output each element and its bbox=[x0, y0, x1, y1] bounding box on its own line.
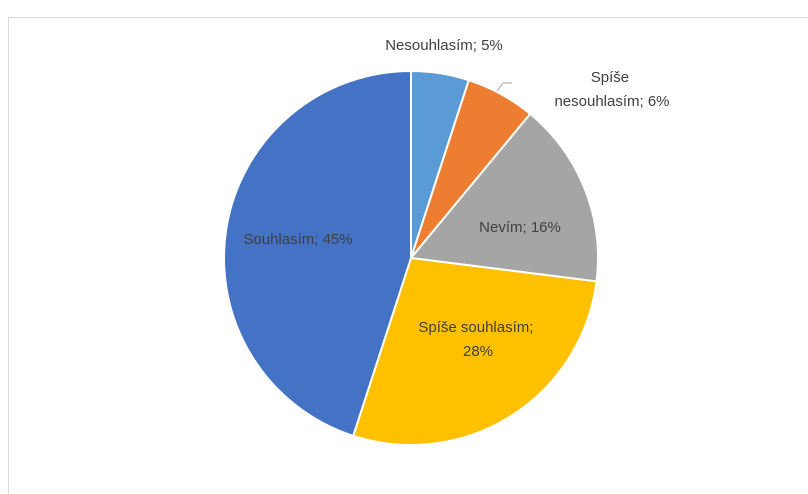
data-label-line: nesouhlasím; 6% bbox=[554, 93, 669, 110]
data-label: Souhlasím; 45% bbox=[243, 231, 352, 248]
data-label: Nevím; 16% bbox=[479, 219, 561, 236]
data-label-line: Spíše bbox=[591, 69, 634, 86]
data-label-line: 28% bbox=[463, 343, 493, 360]
data-label: Spíše nesouhlasím; 6% bbox=[554, 69, 669, 110]
pie-slice bbox=[409, 112, 599, 283]
pie-slice bbox=[351, 256, 598, 446]
data-label: Nesouhlasím; 5% bbox=[385, 37, 503, 54]
data-label: Spíše souhlasím; 28% bbox=[418, 319, 537, 360]
data-label-line: Spíše souhlasím; bbox=[418, 319, 537, 336]
pie-slice bbox=[223, 69, 412, 438]
